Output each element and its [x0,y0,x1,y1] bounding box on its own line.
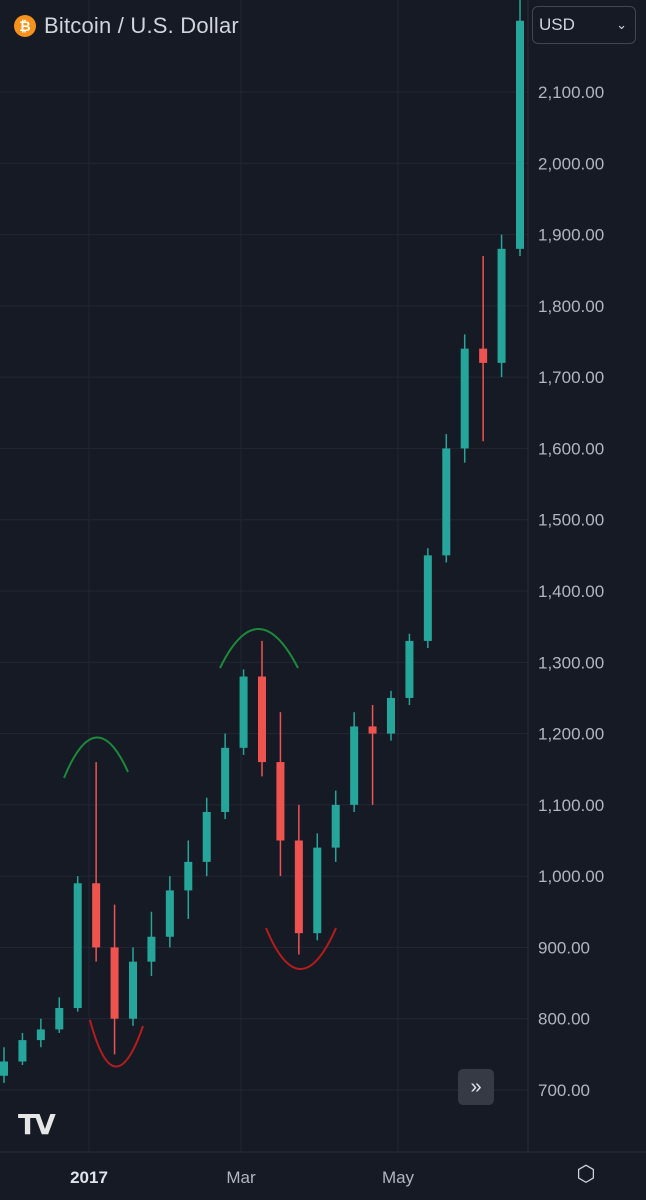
y-tick-label: 700.00 [538,1081,590,1100]
candle-body [368,726,377,734]
double-chevron-right-icon: » [470,1075,482,1098]
y-tick-label: 1,300.00 [538,653,604,672]
x-tick-label: Mar [226,1168,256,1187]
x-tick-label: May [382,1168,415,1187]
candle-body [0,1061,8,1076]
y-tick-label: 1,900.00 [538,226,604,245]
candle-body [460,348,469,449]
candle-body [442,448,451,556]
candle-body [165,890,174,937]
y-tick-label: 1,100.00 [538,796,604,815]
settings-button[interactable]: ⬡ [572,1160,600,1188]
candle-body [350,726,359,805]
tradingview-logo: TV [18,1108,56,1141]
candle-body [184,861,193,891]
candle-body [129,961,137,1019]
candle-body [92,883,101,948]
candle-body [276,762,285,841]
candle-body [331,804,340,848]
y-tick-label: 1,600.00 [538,439,604,458]
y-tick-label: 2,000.00 [538,154,604,173]
y-tick-label: 900.00 [538,938,590,957]
y-tick-label: 1,000.00 [538,867,604,886]
settings-icon: ⬡ [576,1161,596,1186]
y-tick-label: 1,800.00 [538,297,604,316]
candle-body [405,640,414,698]
candle-body [73,883,82,1009]
y-tick-label: 800.00 [538,1010,590,1029]
y-tick-label: 2,100.00 [538,83,604,102]
chart-title: Bitcoin / U.S. Dollar [44,13,239,38]
candle-body [18,1040,27,1062]
y-tick-label: 1,700.00 [538,368,604,387]
candle-body [221,747,230,812]
candle-body [294,840,303,934]
chart-header: ₿ Bitcoin / U.S. Dollar [14,10,239,42]
candle-body [423,555,432,641]
chevron-down-icon: ⌄ [616,17,627,32]
bitcoin-icon: ₿ [14,15,36,37]
candle-body [387,697,395,734]
arc-annotation-top [219,628,299,669]
arc-annotation-top [63,736,129,779]
candle-body [313,847,322,934]
arc-annotation-bottom [89,1019,144,1068]
x-tick-label: 2017 [70,1168,108,1187]
candle-body [147,936,156,962]
candle-body [36,1029,45,1041]
y-tick-label: 1,200.00 [538,725,604,744]
candle-body [516,20,524,249]
candle-body [479,348,488,363]
candle-body [110,947,119,1019]
y-tick-label: 1,500.00 [538,511,604,530]
scroll-to-realtime-button[interactable]: » [458,1069,494,1105]
currency-select[interactable]: USD ⌄ [532,6,636,44]
candle-body [497,248,506,363]
candle-body [55,1008,64,1030]
currency-value: USD [539,15,575,34]
candle-body [258,676,266,763]
candle-body [202,811,211,862]
candle-body [239,676,248,748]
arc-annotation-bottom [265,927,337,970]
y-tick-label: 1,400.00 [538,582,604,601]
